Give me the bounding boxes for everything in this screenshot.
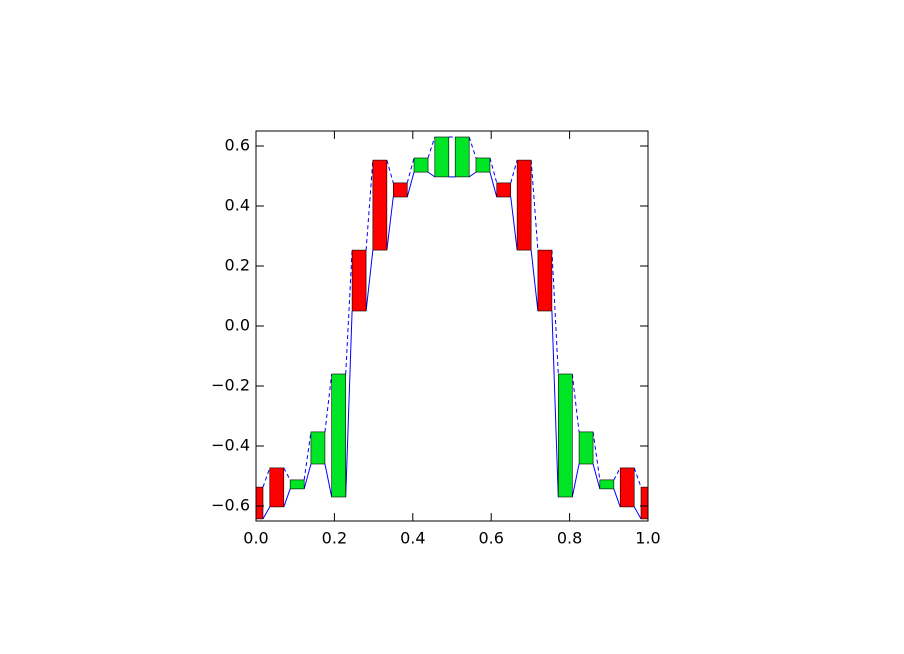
candle [392,182,408,198]
candle [619,467,635,508]
high-line [406,157,415,184]
candle [599,479,615,490]
x-tick-label: 1.0 [635,529,660,548]
y-tick-label: −0.4 [211,436,250,455]
y-tick-label: −0.6 [211,496,250,515]
low-line [365,250,374,312]
candle [413,157,429,173]
x-tick-label: 0.4 [400,529,425,548]
y-tick-label: 0.0 [225,316,250,335]
low-line [386,196,394,251]
low-line [592,463,601,490]
candle [331,373,347,498]
high-line [613,467,621,481]
candle [289,479,305,490]
candle [372,159,388,251]
high-line [324,373,333,432]
candle [454,136,470,178]
x-tick-label: 0.8 [557,529,582,548]
candle [557,373,573,498]
high-line [365,160,374,251]
high-line [510,159,518,184]
low-line [406,171,415,198]
high-line [530,160,539,251]
low-line [303,463,312,490]
low-line [571,463,580,498]
high-line [468,136,477,159]
low-line [283,488,291,508]
high-line [283,467,291,481]
x-tick-label: 0.2 [322,529,347,548]
y-tick-label: 0.4 [225,196,250,215]
high-line [551,250,559,375]
candle [256,486,264,520]
low-line [551,310,559,498]
candle [496,182,512,198]
y-tick-label: 0.6 [225,136,250,155]
x-tick-label: 0.6 [478,529,503,548]
candle [475,157,491,173]
low-line [633,506,642,520]
high-line [571,373,580,432]
low-line [468,171,477,178]
low-line [510,196,518,251]
low-line [324,463,333,498]
x-tick-label: 0.0 [243,529,268,548]
low-line [262,506,271,520]
candle [310,431,326,465]
high-line [427,136,436,159]
high-line [592,431,601,480]
candle [351,249,367,312]
low-line [489,171,498,198]
high-line [345,250,353,375]
low-line [427,171,436,178]
high-line [633,467,642,488]
candle [434,136,450,178]
candle [537,249,553,312]
y-tick-label: 0.2 [225,256,250,275]
high-line [303,431,312,480]
candle [578,431,594,465]
low-line [613,488,621,508]
high-line [489,157,498,184]
candle [269,467,285,508]
high-line [386,159,394,184]
candle [640,486,648,520]
candle [516,159,532,251]
low-line [530,250,539,312]
y-tick-label: −0.2 [211,376,250,395]
high-line [262,467,271,488]
low-line [345,310,353,498]
plot-area [256,136,648,520]
